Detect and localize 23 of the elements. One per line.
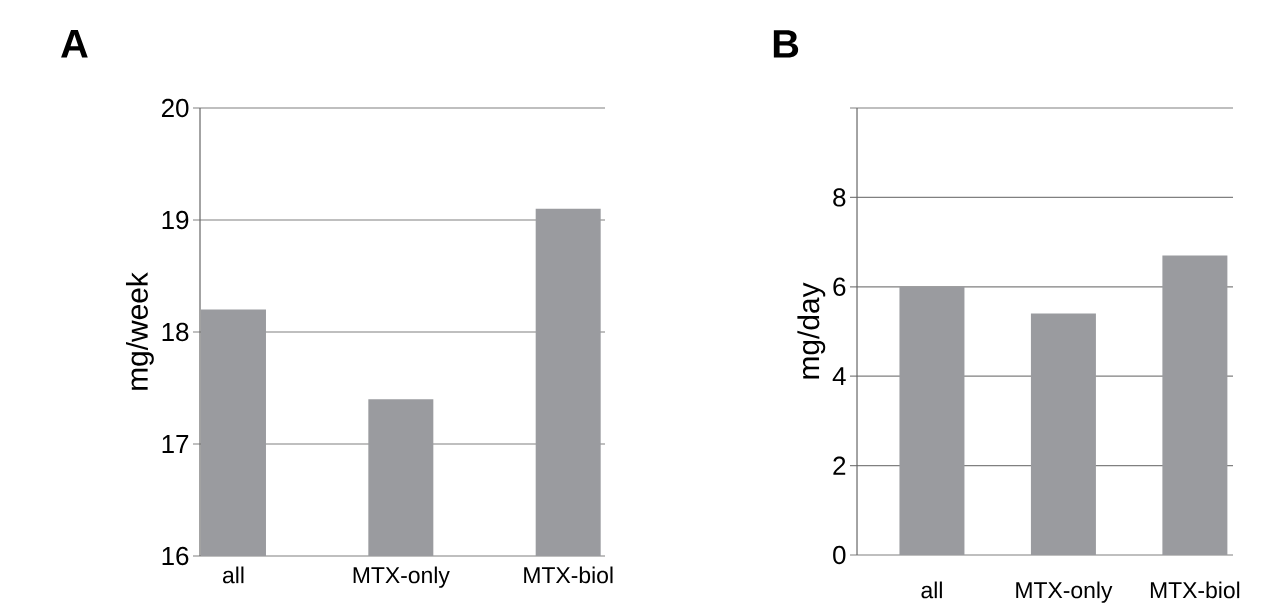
bar bbox=[1030, 313, 1096, 555]
chart-title: A bbox=[61, 30, 88, 58]
x-tick-label: MTX-only bbox=[353, 566, 450, 588]
y-tick-label: 0 bbox=[833, 545, 846, 565]
y-axis-title: mg/week bbox=[125, 272, 154, 390]
bar bbox=[899, 286, 965, 555]
x-tick-label: all bbox=[921, 581, 942, 599]
y-axis-title: mg/day bbox=[797, 282, 826, 379]
x-tick-label: MTX-biol bbox=[1150, 581, 1240, 599]
bar bbox=[1162, 255, 1228, 555]
y-tick-label: 4 bbox=[832, 367, 846, 386]
chart-title: B bbox=[773, 30, 799, 58]
x-tick-label: MTX-only bbox=[1016, 581, 1113, 603]
y-tick-label: 8 bbox=[833, 188, 846, 207]
y-tick-label: 18 bbox=[162, 322, 189, 342]
y-tick-label: 20 bbox=[161, 98, 189, 118]
y-tick-label: 17 bbox=[162, 435, 189, 453]
x-tick-label: MTX-biol bbox=[524, 566, 613, 584]
y-tick-label: 6 bbox=[833, 277, 846, 296]
y-tick-label: 16 bbox=[162, 546, 189, 566]
y-tick-label: 19 bbox=[162, 210, 189, 230]
x-tick-label: all bbox=[222, 566, 244, 584]
y-tick-label: 2 bbox=[833, 456, 846, 475]
